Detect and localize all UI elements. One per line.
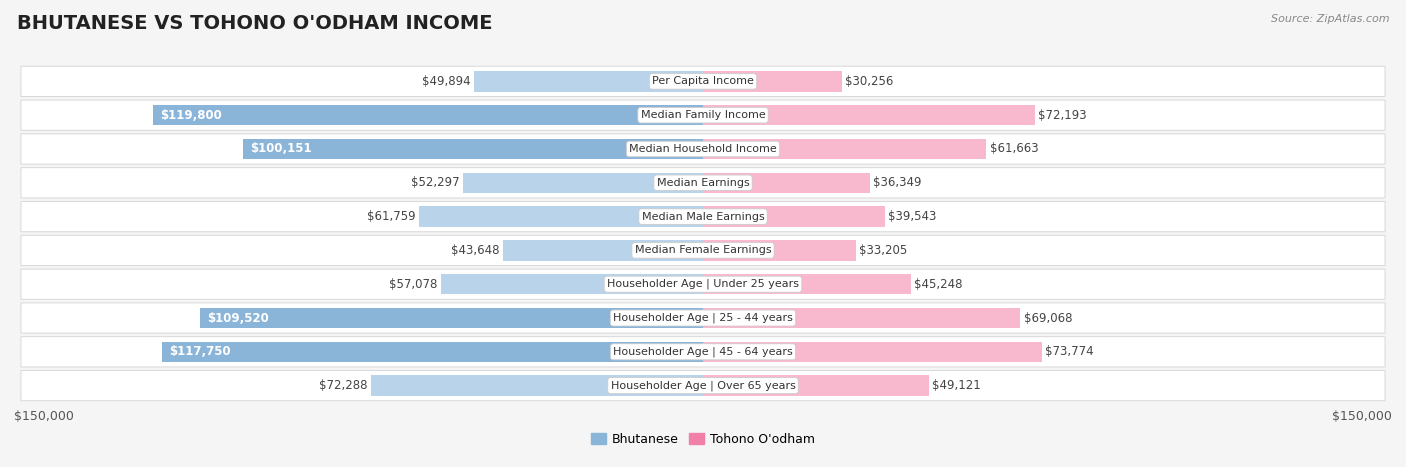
Text: Per Capita Income: Per Capita Income <box>652 77 754 86</box>
Text: $150,000: $150,000 <box>14 410 75 423</box>
Bar <box>703 308 1021 328</box>
Bar <box>703 139 986 159</box>
Text: Median Earnings: Median Earnings <box>657 178 749 188</box>
Text: $57,078: $57,078 <box>389 278 437 290</box>
Text: Median Family Income: Median Family Income <box>641 110 765 120</box>
Text: $49,894: $49,894 <box>422 75 471 88</box>
Bar <box>463 173 703 193</box>
FancyBboxPatch shape <box>21 134 1385 164</box>
Bar <box>502 240 703 261</box>
FancyBboxPatch shape <box>21 235 1385 266</box>
Bar <box>153 105 703 125</box>
Bar <box>441 274 703 294</box>
Text: $33,205: $33,205 <box>859 244 907 257</box>
Legend: Bhutanese, Tohono O'odham: Bhutanese, Tohono O'odham <box>586 428 820 451</box>
Text: Householder Age | 25 - 44 years: Householder Age | 25 - 44 years <box>613 313 793 323</box>
Text: Median Female Earnings: Median Female Earnings <box>634 245 772 255</box>
Text: $100,151: $100,151 <box>250 142 312 156</box>
Text: $69,068: $69,068 <box>1024 311 1073 325</box>
FancyBboxPatch shape <box>21 100 1385 130</box>
Text: Median Male Earnings: Median Male Earnings <box>641 212 765 222</box>
Text: $119,800: $119,800 <box>160 109 221 122</box>
Bar <box>703 274 911 294</box>
FancyBboxPatch shape <box>21 66 1385 97</box>
Text: $49,121: $49,121 <box>932 379 981 392</box>
FancyBboxPatch shape <box>21 168 1385 198</box>
Bar <box>703 240 855 261</box>
Text: Source: ZipAtlas.com: Source: ZipAtlas.com <box>1271 14 1389 24</box>
Text: $36,349: $36,349 <box>873 177 922 189</box>
Bar <box>703 375 928 396</box>
Bar <box>243 139 703 159</box>
Bar <box>703 105 1035 125</box>
FancyBboxPatch shape <box>21 201 1385 232</box>
Text: $30,256: $30,256 <box>845 75 894 88</box>
FancyBboxPatch shape <box>21 303 1385 333</box>
Bar <box>703 206 884 227</box>
Text: Median Household Income: Median Household Income <box>628 144 778 154</box>
Text: $72,193: $72,193 <box>1038 109 1087 122</box>
Text: $52,297: $52,297 <box>411 177 460 189</box>
Bar <box>703 71 842 92</box>
FancyBboxPatch shape <box>21 269 1385 299</box>
Bar <box>474 71 703 92</box>
Bar <box>703 342 1042 362</box>
Text: $150,000: $150,000 <box>1331 410 1392 423</box>
FancyBboxPatch shape <box>21 337 1385 367</box>
Text: BHUTANESE VS TOHONO O'ODHAM INCOME: BHUTANESE VS TOHONO O'ODHAM INCOME <box>17 14 492 33</box>
Text: $117,750: $117,750 <box>169 345 231 358</box>
Bar <box>200 308 703 328</box>
Text: $39,543: $39,543 <box>889 210 936 223</box>
Bar <box>371 375 703 396</box>
Text: Householder Age | Over 65 years: Householder Age | Over 65 years <box>610 380 796 391</box>
Text: $61,759: $61,759 <box>367 210 416 223</box>
FancyBboxPatch shape <box>21 370 1385 401</box>
Text: $45,248: $45,248 <box>914 278 963 290</box>
Bar <box>419 206 703 227</box>
Text: $43,648: $43,648 <box>450 244 499 257</box>
Text: Householder Age | 45 - 64 years: Householder Age | 45 - 64 years <box>613 347 793 357</box>
Bar <box>162 342 703 362</box>
Text: $109,520: $109,520 <box>207 311 269 325</box>
Bar <box>703 173 870 193</box>
Text: Householder Age | Under 25 years: Householder Age | Under 25 years <box>607 279 799 290</box>
Text: $61,663: $61,663 <box>990 142 1038 156</box>
Text: $72,288: $72,288 <box>319 379 367 392</box>
Text: $73,774: $73,774 <box>1045 345 1094 358</box>
